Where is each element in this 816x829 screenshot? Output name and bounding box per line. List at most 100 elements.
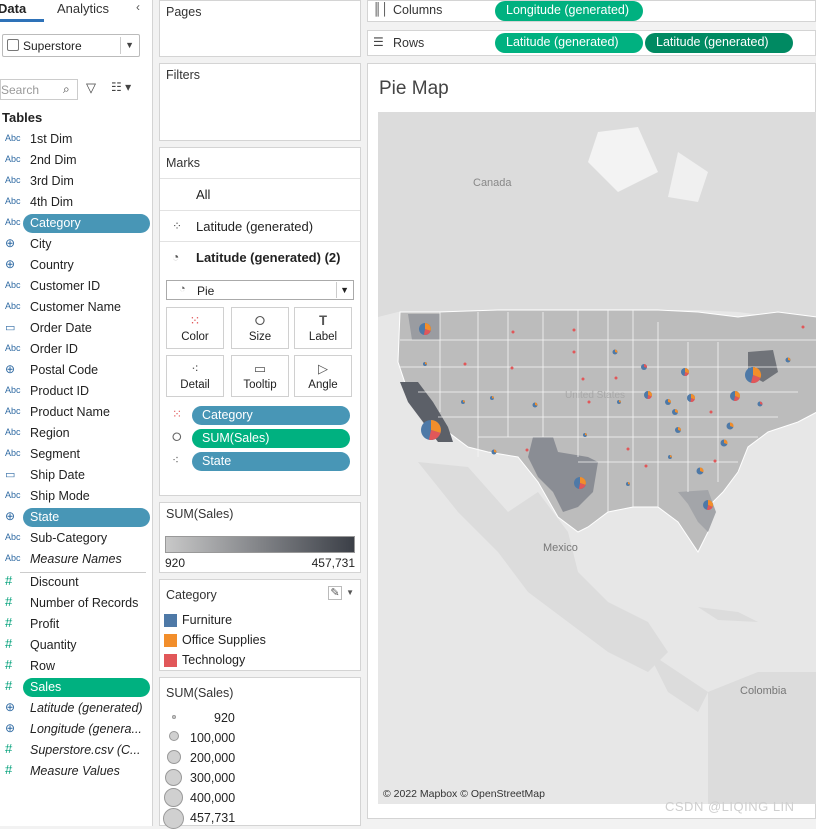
tooltip-icon: ▭	[253, 361, 267, 376]
datasource-name: Superstore	[23, 39, 82, 53]
size-item-5: 400,000	[160, 788, 360, 808]
field-state[interactable]: ⊕ State	[0, 508, 152, 528]
field-row[interactable]: # Row	[0, 657, 152, 677]
field-country[interactable]: ⊕ Country	[0, 256, 152, 276]
field-discount[interactable]: # Discount	[0, 573, 152, 593]
map-canvas[interactable]: Canada United States Mexico Colombia	[378, 112, 816, 804]
mark-type-select[interactable]: ◔ Pie ▼	[166, 280, 354, 300]
field-1st-dim[interactable]: Abc 1st Dim	[0, 130, 152, 150]
field-product-id[interactable]: Abc Product ID	[0, 382, 152, 402]
color-legend-sales[interactable]: SUM(Sales) 920 457,731	[159, 502, 361, 573]
mark-type-value: Pie	[197, 284, 215, 298]
legend-item-label: Office Supplies	[182, 633, 266, 647]
marks-card: Marks All ⁘ Latitude (generated) ◔ Latit…	[159, 147, 361, 496]
field-measure-values[interactable]: # Measure Values	[0, 762, 152, 782]
data-pane: Data Analytics ‹ Superstore ▼ Search ⌕ ▽…	[0, 0, 153, 826]
size-legend-sales[interactable]: SUM(Sales) 920 100,000 200,000 300,000 4…	[159, 677, 361, 829]
pie-illinois	[644, 391, 652, 400]
marks-layer-2[interactable]: ◔ Latitude (generated) (2)	[160, 241, 360, 272]
size-button[interactable]: ⭘ Size	[231, 307, 289, 349]
field-product-name[interactable]: Abc Product Name	[0, 403, 152, 423]
tab-analytics[interactable]: Analytics	[57, 1, 110, 16]
field-segment[interactable]: Abc Segment	[0, 445, 152, 465]
south-america-landmass	[708, 672, 816, 804]
field-3rd-dim[interactable]: Abc 3rd Dim	[0, 172, 152, 192]
field-region[interactable]: Abc Region	[0, 424, 152, 444]
field-order-date[interactable]: ▭ Order Date	[0, 319, 152, 339]
field-sales[interactable]: # Sales	[0, 678, 152, 698]
field-city[interactable]: ⊕ City	[0, 235, 152, 255]
rows-shelf[interactable]: ☰ Rows Latitude (generated) Latitude (ge…	[367, 30, 816, 56]
highlight-icon[interactable]: ✎	[328, 586, 342, 600]
field-label: 4th Dim	[30, 195, 74, 209]
field-order-id[interactable]: Abc Order ID	[0, 340, 152, 360]
search-icon[interactable]: ⌕	[63, 82, 70, 96]
search-input[interactable]: Search	[0, 79, 78, 100]
field-label: Sales	[30, 680, 62, 694]
mark-pill-category[interactable]: Category	[192, 406, 350, 425]
label-label: Label	[308, 331, 338, 343]
legend-item-label: Technology	[182, 653, 246, 667]
tooltip-button[interactable]: ▭ Tooltip	[231, 355, 289, 397]
field-number-of-records[interactable]: # Number of Records	[0, 594, 152, 614]
bottom-divider	[367, 818, 816, 826]
field-4th-dim[interactable]: Abc 4th Dim	[0, 193, 152, 213]
mark-pill-sum-sales[interactable]: SUM(Sales)	[192, 429, 350, 448]
field-label: Number of Records	[30, 596, 139, 610]
field-customer-id[interactable]: Abc Customer ID	[0, 277, 152, 297]
field-measure-names[interactable]: Abc Measure Names	[0, 550, 152, 570]
pie-icon: ◔	[172, 250, 180, 264]
size-icon: ⭘	[254, 313, 266, 328]
size-circle	[165, 769, 182, 786]
field-ship-mode[interactable]: Abc Ship Mode	[0, 487, 152, 507]
viz-sheet: Pie Map	[367, 63, 816, 826]
marks-all-row[interactable]: All	[160, 178, 360, 209]
marks-layer-1-label: Latitude (generated)	[196, 219, 314, 234]
field-superstore-csv-c[interactable]: # Superstore.csv (C...	[0, 741, 152, 761]
field-ship-date[interactable]: ▭ Ship Date	[0, 466, 152, 486]
field-latitude-generated[interactable]: ⊕ Latitude (generated)	[0, 699, 152, 719]
string-type-icon: Abc	[5, 343, 21, 353]
color-button[interactable]: ⁙ Color	[166, 307, 224, 349]
field-label: Product ID	[30, 384, 90, 398]
field-postal-code[interactable]: ⊕ Postal Code	[0, 361, 152, 381]
collapse-pane-icon[interactable]: ‹	[136, 0, 140, 14]
pie-ohio	[687, 394, 695, 403]
pie-florida	[703, 499, 714, 511]
detail-button[interactable]: ⁖ Detail	[166, 355, 224, 397]
field-quantity[interactable]: # Quantity	[0, 636, 152, 656]
datasource-select[interactable]: Superstore ▼	[2, 34, 140, 57]
chevron-down-icon[interactable]: ▼	[346, 588, 354, 597]
label-button[interactable]: 𝐓 Label	[294, 307, 352, 349]
rows-pill-latitude-1[interactable]: Latitude (generated)	[495, 33, 643, 53]
field-label: Order ID	[30, 342, 78, 356]
pie-colorado	[532, 402, 538, 408]
rows-pill-latitude-2[interactable]: Latitude (generated)	[645, 33, 793, 53]
field-2nd-dim[interactable]: Abc 2nd Dim	[0, 151, 152, 171]
pie-kansas	[587, 400, 591, 404]
size-label: 920	[214, 711, 235, 725]
detail-icon: ⁖	[191, 361, 199, 376]
tab-data[interactable]: Data	[0, 0, 44, 22]
view-options-icon[interactable]: ☷ ▾	[111, 80, 132, 94]
field-category[interactable]: Abc Category	[0, 214, 152, 234]
usa-landmass	[397, 309, 816, 553]
columns-pill-longitude[interactable]: Longitude (generated)	[495, 1, 643, 21]
mark-pill-state[interactable]: State	[192, 452, 350, 471]
size-circle	[172, 715, 176, 719]
field-sub-category[interactable]: Abc Sub-Category	[0, 529, 152, 549]
datasource-icon	[7, 39, 19, 51]
angle-icon: ▷	[318, 361, 328, 376]
columns-shelf[interactable]: ║│ Columns Longitude (generated)	[367, 0, 816, 22]
field-customer-name[interactable]: Abc Customer Name	[0, 298, 152, 318]
map-attribution[interactable]: © 2022 Mapbox © OpenStreetMap	[383, 788, 545, 800]
filter-icon[interactable]: ▽	[86, 80, 96, 95]
filters-card[interactable]: Filters	[159, 63, 361, 141]
pages-card[interactable]: Pages	[159, 0, 361, 57]
field-longitude-genera[interactable]: ⊕ Longitude (genera...	[0, 720, 152, 740]
marks-layer-1[interactable]: ⁘ Latitude (generated)	[160, 210, 360, 241]
angle-button[interactable]: ▷ Angle	[294, 355, 352, 397]
field-profit[interactable]: # Profit	[0, 615, 152, 635]
pie-south-carolina	[713, 459, 717, 463]
pie-oklahoma	[583, 433, 587, 437]
